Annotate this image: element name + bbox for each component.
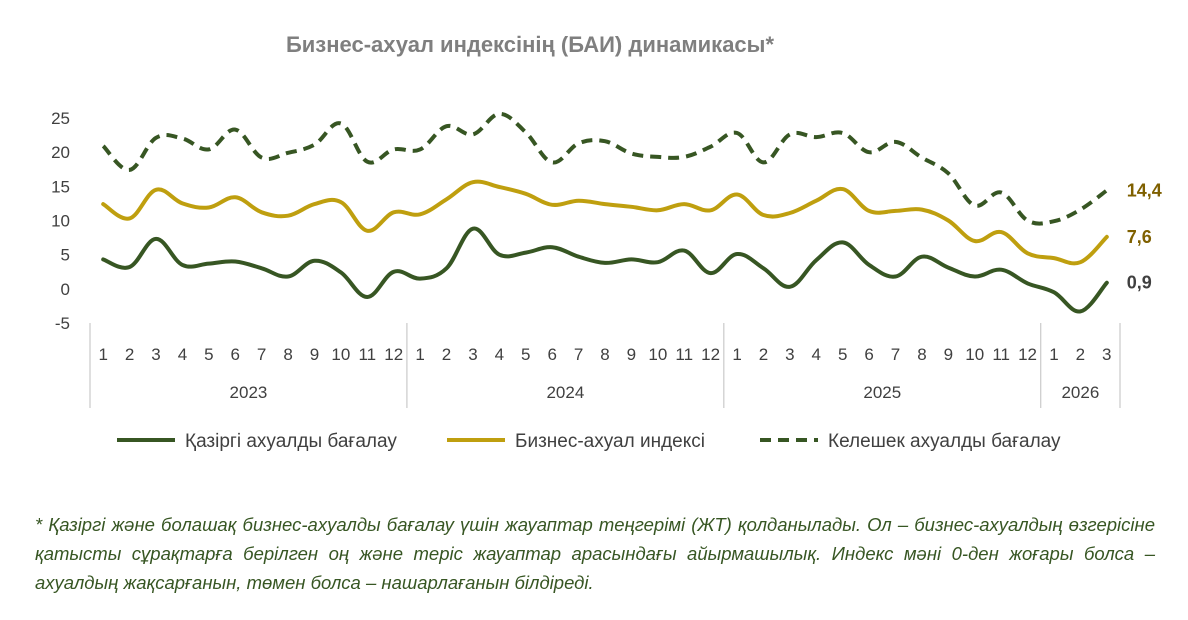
series-expectations-end-label: 14,4: [1127, 180, 1162, 200]
x-tick-label: 6: [864, 345, 873, 364]
x-tick-label: 3: [468, 345, 477, 364]
year-label: 2025: [863, 383, 901, 402]
x-tick-label: 2: [442, 345, 451, 364]
x-tick-label: 1: [415, 345, 424, 364]
x-axis: 1 2 3 4 5 6 7 8 9 10 11 12 1 2 3 4 5 6 7 8 9 10 11 12 1 2 3 4 5 6 7 8 9 1…: [89, 323, 1121, 408]
x-tick-label: 7: [257, 345, 266, 364]
x-tick-label: 4: [178, 345, 187, 364]
x-tick-label: 3: [151, 345, 160, 364]
footnote: * Қазіргі және болашақ бизнес-ахуалды ба…: [35, 514, 1155, 593]
x-tick-label: 4: [812, 345, 821, 364]
x-tick-label: 1: [1049, 345, 1058, 364]
x-tick-label: 12: [701, 345, 720, 364]
chart: Бизнес-ахуал индексінің (БАИ) динамикасы…: [51, 32, 1162, 452]
x-tick-label: 9: [627, 345, 636, 364]
legend: Қазіргі ахуалды бағалау Бизнес-ахуал инде…: [117, 431, 1061, 452]
x-tick-label: 3: [1102, 345, 1111, 364]
series-current-conditions-line: [101, 226, 1109, 314]
x-tick-label: 12: [384, 345, 403, 364]
x-tick-label: 5: [838, 345, 847, 364]
x-tick-label: 8: [283, 345, 292, 364]
y-axis: -5 0 5 10 15 20 25: [51, 109, 70, 333]
legend-label-series-current-conditions: Қазіргі ахуалды бағалау: [185, 431, 397, 452]
series-current-conditions-end-label: 0,9: [1127, 273, 1152, 293]
x-tick-label: 11: [358, 345, 376, 364]
x-tick-label: 6: [547, 345, 556, 364]
y-tick-label: 25: [51, 109, 70, 128]
x-tick-label: 9: [310, 345, 319, 364]
series-layer: [101, 111, 1109, 314]
chart-title: Бизнес-ахуал индексінің (БАИ) динамикасы…: [286, 32, 774, 57]
x-tick-label: 9: [944, 345, 953, 364]
series-business-index-end-label: 7,6: [1127, 227, 1152, 247]
x-tick-label: 10: [965, 345, 984, 364]
y-tick-label: 20: [51, 143, 70, 162]
y-tick-label: -5: [55, 314, 70, 333]
x-tick-label: 6: [231, 345, 240, 364]
x-tick-label: 7: [891, 345, 900, 364]
x-tick-label: 3: [785, 345, 794, 364]
x-tick-label: 10: [331, 345, 350, 364]
x-tick-label: 11: [675, 345, 693, 364]
x-tick-label: 12: [1018, 345, 1037, 364]
x-tick-label: 1: [98, 345, 107, 364]
x-tick-label: 10: [648, 345, 667, 364]
year-label: 2023: [230, 383, 268, 402]
x-tick-label: 8: [600, 345, 609, 364]
y-tick-label: 5: [61, 246, 70, 265]
y-tick-label: 15: [51, 177, 70, 196]
year-label: 2026: [1061, 383, 1099, 402]
x-tick-label: 1: [732, 345, 741, 364]
legend-label-series-business-index: Бизнес-ахуал индексі: [515, 431, 705, 452]
series-expectations-line: [101, 111, 1108, 226]
x-tick-label: 11: [992, 345, 1010, 364]
legend-label-series-expectations: Келешек ахуалды бағалау: [828, 431, 1061, 452]
x-tick-label: 5: [521, 345, 530, 364]
y-tick-label: 10: [51, 212, 70, 231]
x-tick-label: 8: [917, 345, 926, 364]
x-tick-label: 2: [759, 345, 768, 364]
x-tick-label: 7: [574, 345, 583, 364]
x-tick-label: 5: [204, 345, 213, 364]
x-tick-label: 2: [125, 345, 134, 364]
x-tick-label: 2: [1076, 345, 1085, 364]
year-label: 2024: [546, 383, 584, 402]
series-business-index-line: [101, 179, 1109, 266]
y-tick-label: 0: [61, 280, 70, 299]
end-labels: 0,9 7,6 14,4: [1127, 180, 1162, 292]
x-tick-label: 4: [495, 345, 504, 364]
